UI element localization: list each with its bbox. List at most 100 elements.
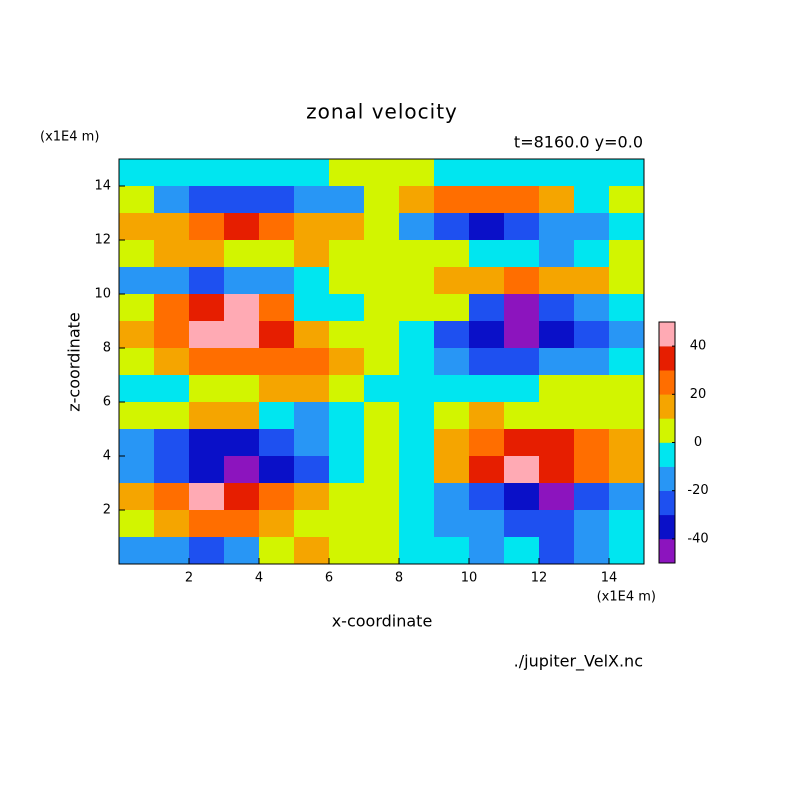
- contour-cell: [259, 402, 295, 430]
- contour-cell: [259, 537, 295, 565]
- contour-cell: [574, 321, 610, 349]
- contour-cell: [434, 186, 470, 214]
- contour-cell: [329, 483, 365, 511]
- contour-cell: [504, 429, 540, 457]
- contour-cell: [154, 267, 190, 295]
- contour-cell: [504, 402, 540, 430]
- contour-cell: [504, 213, 540, 241]
- contour-cell: [574, 294, 610, 322]
- colorbar-band: [659, 418, 675, 443]
- contour-cell: [224, 429, 260, 457]
- contour-cell: [434, 267, 470, 295]
- contour-cell: [399, 348, 435, 376]
- contour-field: [119, 159, 645, 565]
- contour-cell: [399, 456, 435, 484]
- contour-cell: [294, 213, 330, 241]
- contour-cell: [399, 294, 435, 322]
- contour-cell: [259, 348, 295, 376]
- colorbar-tick-label: 0: [694, 435, 702, 450]
- contour-cell: [609, 240, 645, 268]
- contour-cell: [574, 510, 610, 538]
- y-tick-label: 10: [94, 287, 111, 302]
- contour-cell: [469, 456, 505, 484]
- y-unit: (x1E4 m): [40, 130, 99, 145]
- contour-cell: [294, 537, 330, 565]
- contour-cell: [434, 240, 470, 268]
- contour-cell: [469, 294, 505, 322]
- colorbar-band: [659, 370, 675, 395]
- contour-cell: [504, 321, 540, 349]
- contour-cell: [294, 375, 330, 403]
- contour-cell: [539, 213, 575, 241]
- contour-cell: [224, 159, 260, 187]
- contour-cell: [119, 375, 155, 403]
- contour-cell: [469, 348, 505, 376]
- contour-cell: [224, 375, 260, 403]
- contour-cell: [469, 213, 505, 241]
- x-tick-label: 14: [601, 571, 618, 586]
- contour-cell: [609, 186, 645, 214]
- contour-cell: [294, 456, 330, 484]
- contour-cell: [434, 483, 470, 511]
- contour-cell: [539, 321, 575, 349]
- contour-cell: [294, 429, 330, 457]
- contour-cell: [399, 375, 435, 403]
- contour-cell: [609, 537, 645, 565]
- contour-cell: [189, 510, 225, 538]
- contour-cell: [364, 186, 400, 214]
- contour-cell: [399, 213, 435, 241]
- contour-cell: [574, 213, 610, 241]
- colorbar-tick-label: -40: [687, 531, 708, 546]
- contour-cell: [609, 348, 645, 376]
- contour-cell: [469, 537, 505, 565]
- contour-cell: [224, 294, 260, 322]
- contour-cell: [259, 240, 295, 268]
- contour-cell: [189, 348, 225, 376]
- contour-cell: [609, 294, 645, 322]
- contour-cell: [259, 321, 295, 349]
- contour-cell: [574, 456, 610, 484]
- contour-cell: [119, 186, 155, 214]
- contour-cell: [574, 402, 610, 430]
- contour-cell: [609, 510, 645, 538]
- contour-cell: [539, 402, 575, 430]
- contour-cell: [434, 213, 470, 241]
- contour-cell: [294, 240, 330, 268]
- contour-cell: [294, 483, 330, 511]
- contour-cell: [119, 159, 155, 187]
- contour-cell: [224, 510, 260, 538]
- contour-cell: [294, 402, 330, 430]
- contour-cell: [259, 213, 295, 241]
- contour-cell: [119, 321, 155, 349]
- contour-cell: [539, 537, 575, 565]
- contour-cell: [504, 294, 540, 322]
- contour-cell: [224, 267, 260, 295]
- contour-cell: [469, 267, 505, 295]
- contour-cell: [469, 483, 505, 511]
- contour-cell: [189, 321, 225, 349]
- footer: ./jupiter_VelX.nc: [514, 652, 643, 672]
- contour-cell: [504, 537, 540, 565]
- colorbar-band: [659, 514, 675, 540]
- x-tick-label: 8: [395, 571, 403, 586]
- y-tick-label: 12: [94, 233, 111, 248]
- contour-cell: [504, 267, 540, 295]
- contour-cell: [329, 537, 365, 565]
- contour-cell: [119, 483, 155, 511]
- contour-cell: [224, 240, 260, 268]
- contour-cell: [399, 240, 435, 268]
- contour-cell: [329, 267, 365, 295]
- colorbar-tick-label: 40: [690, 339, 707, 354]
- contour-cell: [294, 294, 330, 322]
- contour-cell: [574, 186, 610, 214]
- contour-cell: [154, 240, 190, 268]
- contour-cell: [399, 267, 435, 295]
- contour-cell: [364, 429, 400, 457]
- contour-cell: [224, 348, 260, 376]
- contour-cell: [539, 456, 575, 484]
- contour-cell: [294, 348, 330, 376]
- contour-cell: [364, 483, 400, 511]
- colorbar-band: [659, 490, 675, 516]
- contour-cell: [259, 267, 295, 295]
